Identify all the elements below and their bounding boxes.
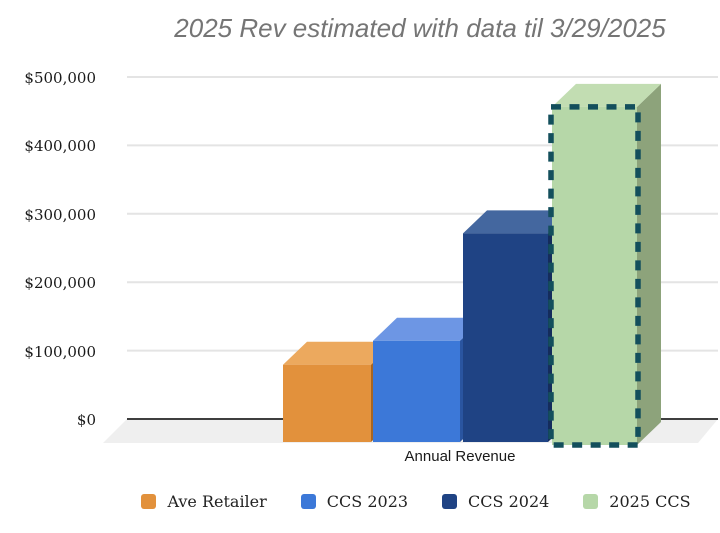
y-axis-tick-label: $0 [76,411,96,429]
y-axis-tick-label: $300,000 [24,205,96,224]
legend-item-ave-retailer: Ave Retailer [141,491,267,511]
legend-label: Ave Retailer [167,491,267,511]
legend-item-ccs-2023: CCS 2023 [300,491,409,511]
legend-label: CCS 2024 [468,491,550,511]
legend-item-2025-ccs: 2025 CCS [583,491,691,511]
bar-2025-ccs-top [552,83,661,107]
bar-2025-ccs-side [637,83,661,445]
x-axis-title: Annual Revenue [404,448,516,465]
bar-ccs-2023-front [373,340,460,442]
bar-ccs-2024-front [463,233,548,442]
y-axis-tick-label: $400,000 [24,137,96,156]
bar-ccs-2024-top [463,210,572,234]
legend-swatch-2025-ccs [583,493,599,509]
bar-ave-retailer-top [283,341,395,365]
bar-ave-retailer-front [283,364,371,442]
legend-label: CCS 2023 [326,491,409,511]
y-axis-tick-label: $100,000 [24,342,96,361]
bar-2025-ccs-highlight-border [548,104,641,448]
y-axis-tick-label: $200,000 [24,274,96,293]
legend-label: 2025 CCS [609,491,691,511]
legend-swatch-ccs-2023 [300,493,316,509]
bar-2025-ccs-front [552,106,637,445]
legend: Ave Retailer CCS 2023 CCS 2024 2025 CCS [96,489,720,513]
bar-ccs-2023-top [373,317,484,341]
y-axis-tick-label: $500,000 [24,69,96,87]
legend-swatch-ccs-2024 [442,493,458,509]
legend-item-ccs-2024: CCS 2024 [442,492,549,511]
chart-title: 2025 Rev estimated with data til 3/29/20… [174,13,666,43]
legend-swatch-ave-retailer [141,493,157,509]
